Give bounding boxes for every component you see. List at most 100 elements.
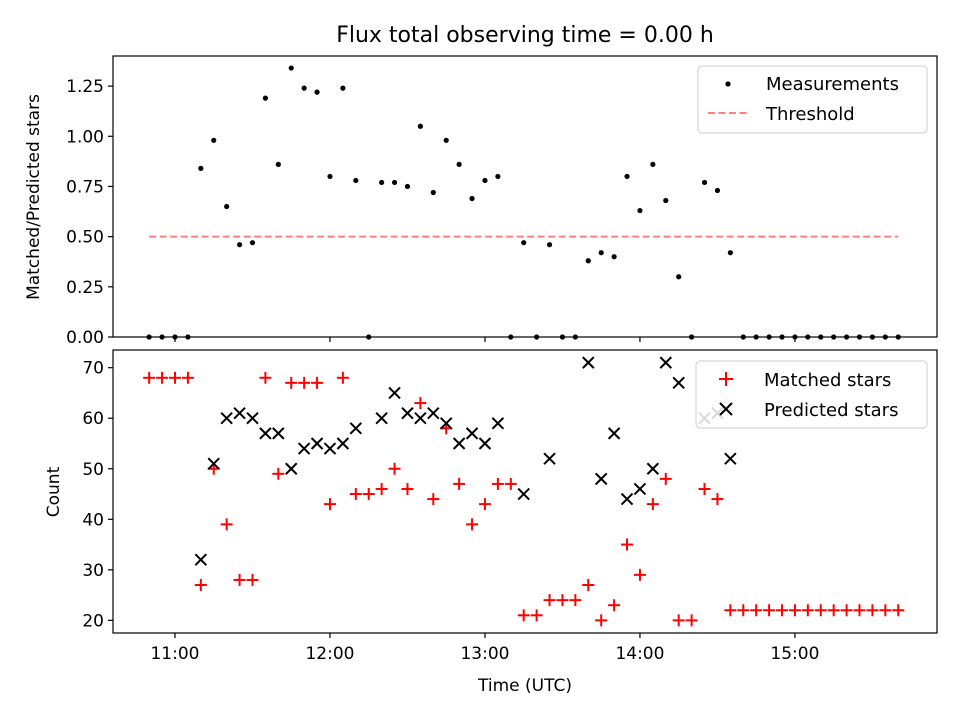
x-axis-label: Time (UTC) [477,676,572,696]
measurement-point [275,161,281,167]
legend-bottom: Matched stars Predicted stars [695,360,928,429]
measurement-point [611,254,617,260]
matched-stars-point [375,482,388,495]
predicted-stars-point [620,492,634,506]
predicted-stars-point [233,406,246,420]
matched-stars-point [323,498,336,511]
matched-stars-point [711,493,724,506]
matched-stars-point [233,573,246,586]
matched-stars-point [401,482,414,495]
matched-stars-point [608,599,621,612]
top-panel: Flux total observing time = 0.00 h Match… [24,23,938,348]
predicted-stars-point [659,356,672,369]
matched-stars-point [776,604,789,617]
predicted-stars-point [207,457,220,470]
matched-stars-point [866,604,879,617]
legend-plus-marker [719,372,733,386]
matched-stars-point [427,493,440,506]
predicted-stars-point [220,412,233,425]
measurement-point [404,183,411,190]
y-tick-label: 50 [82,460,104,480]
matched-stars-point [879,604,892,617]
matched-stars-point [814,604,827,617]
matched-stars-point [698,482,711,495]
plot-area-bottom [143,356,905,627]
measurement-point [262,95,269,101]
matched-stars-point [569,594,582,607]
measurement-point [301,85,307,91]
matched-stars-point [892,604,905,617]
matched-stars-point [840,604,853,617]
matched-stars-point [724,604,737,617]
matched-stars-point [466,518,479,531]
x-tick-label: 12:00 [305,644,354,664]
x-tick-label: 13:00 [460,644,509,664]
predicted-stars-point [401,406,414,420]
measurement-point [443,137,449,143]
measurement-point [430,189,436,196]
matched-stars-point [788,604,801,617]
predicted-stars-point [646,462,660,475]
matched-stars-point [349,488,362,501]
matched-stars-point [646,498,659,511]
y-tick-label: 0.25 [66,278,104,298]
predicted-stars-point [194,553,208,566]
predicted-stars-point [259,427,272,440]
y-tick-label: 1.00 [66,127,104,147]
predicted-stars-point [517,487,530,501]
predicted-stars-point [272,427,285,440]
predicted-stars-point [323,442,337,455]
predicted-stars-point [491,417,505,430]
legend-label-matched: Matched stars [764,370,891,391]
matched-stars-point [633,568,646,581]
predicted-stars-point [452,437,466,450]
matched-stars-point [504,477,517,490]
predicted-stars-point [427,406,440,420]
measurement-point [495,173,501,180]
predicted-stars-point [543,452,556,465]
measurement-point [585,258,591,264]
matched-stars-point [143,371,156,384]
y-tick-label: 0.00 [66,328,104,348]
predicted-stars-point [465,427,479,440]
matched-stars-point [685,614,698,627]
measurement-point [714,187,721,194]
legend-label-predicted: Predicted stars [764,400,898,421]
predicted-stars-point [310,437,324,450]
predicted-stars-point [336,437,350,450]
measurement-point [314,89,320,95]
matched-stars-point [336,371,349,384]
predicted-stars-point [375,412,388,425]
y-tick-label: 0.50 [66,228,104,248]
measurement-point [521,240,527,246]
matched-stars-point [285,376,298,389]
y-tick-label: 20 [82,611,104,631]
measurement-point [546,242,553,248]
measurement-point [676,274,682,280]
predicted-stars-point [297,442,311,455]
matched-stars-point [181,371,194,384]
y-tick-label: 40 [82,510,104,530]
matched-stars-point [453,477,466,490]
legend-dot-marker [725,81,731,87]
measurement-point [288,65,294,71]
x-tick-label: 11:00 [150,644,199,664]
chart-title: Flux total observing time = 0.00 h [336,23,714,48]
predicted-stars-point [594,472,608,486]
y-ticks-top: 0.00 0.25 0.50 0.75 1.00 1.25 [66,77,113,348]
matched-stars-point [168,371,181,384]
matched-stars-point [220,518,233,531]
matched-stars-point [311,376,324,389]
predicted-stars-point [478,437,492,450]
measurement-point [211,137,217,143]
measurement-point [701,179,708,186]
matched-stars-point [388,462,401,475]
y-tick-label: 1.25 [66,77,104,97]
predicted-stars-point [633,482,647,496]
legend-label-measurements: Measurements [766,74,899,95]
measurement-point [624,173,630,180]
matched-stars-point [259,371,272,384]
predicted-stars-point [440,417,453,430]
predicted-stars-point [246,412,259,425]
measurement-point [249,240,256,246]
